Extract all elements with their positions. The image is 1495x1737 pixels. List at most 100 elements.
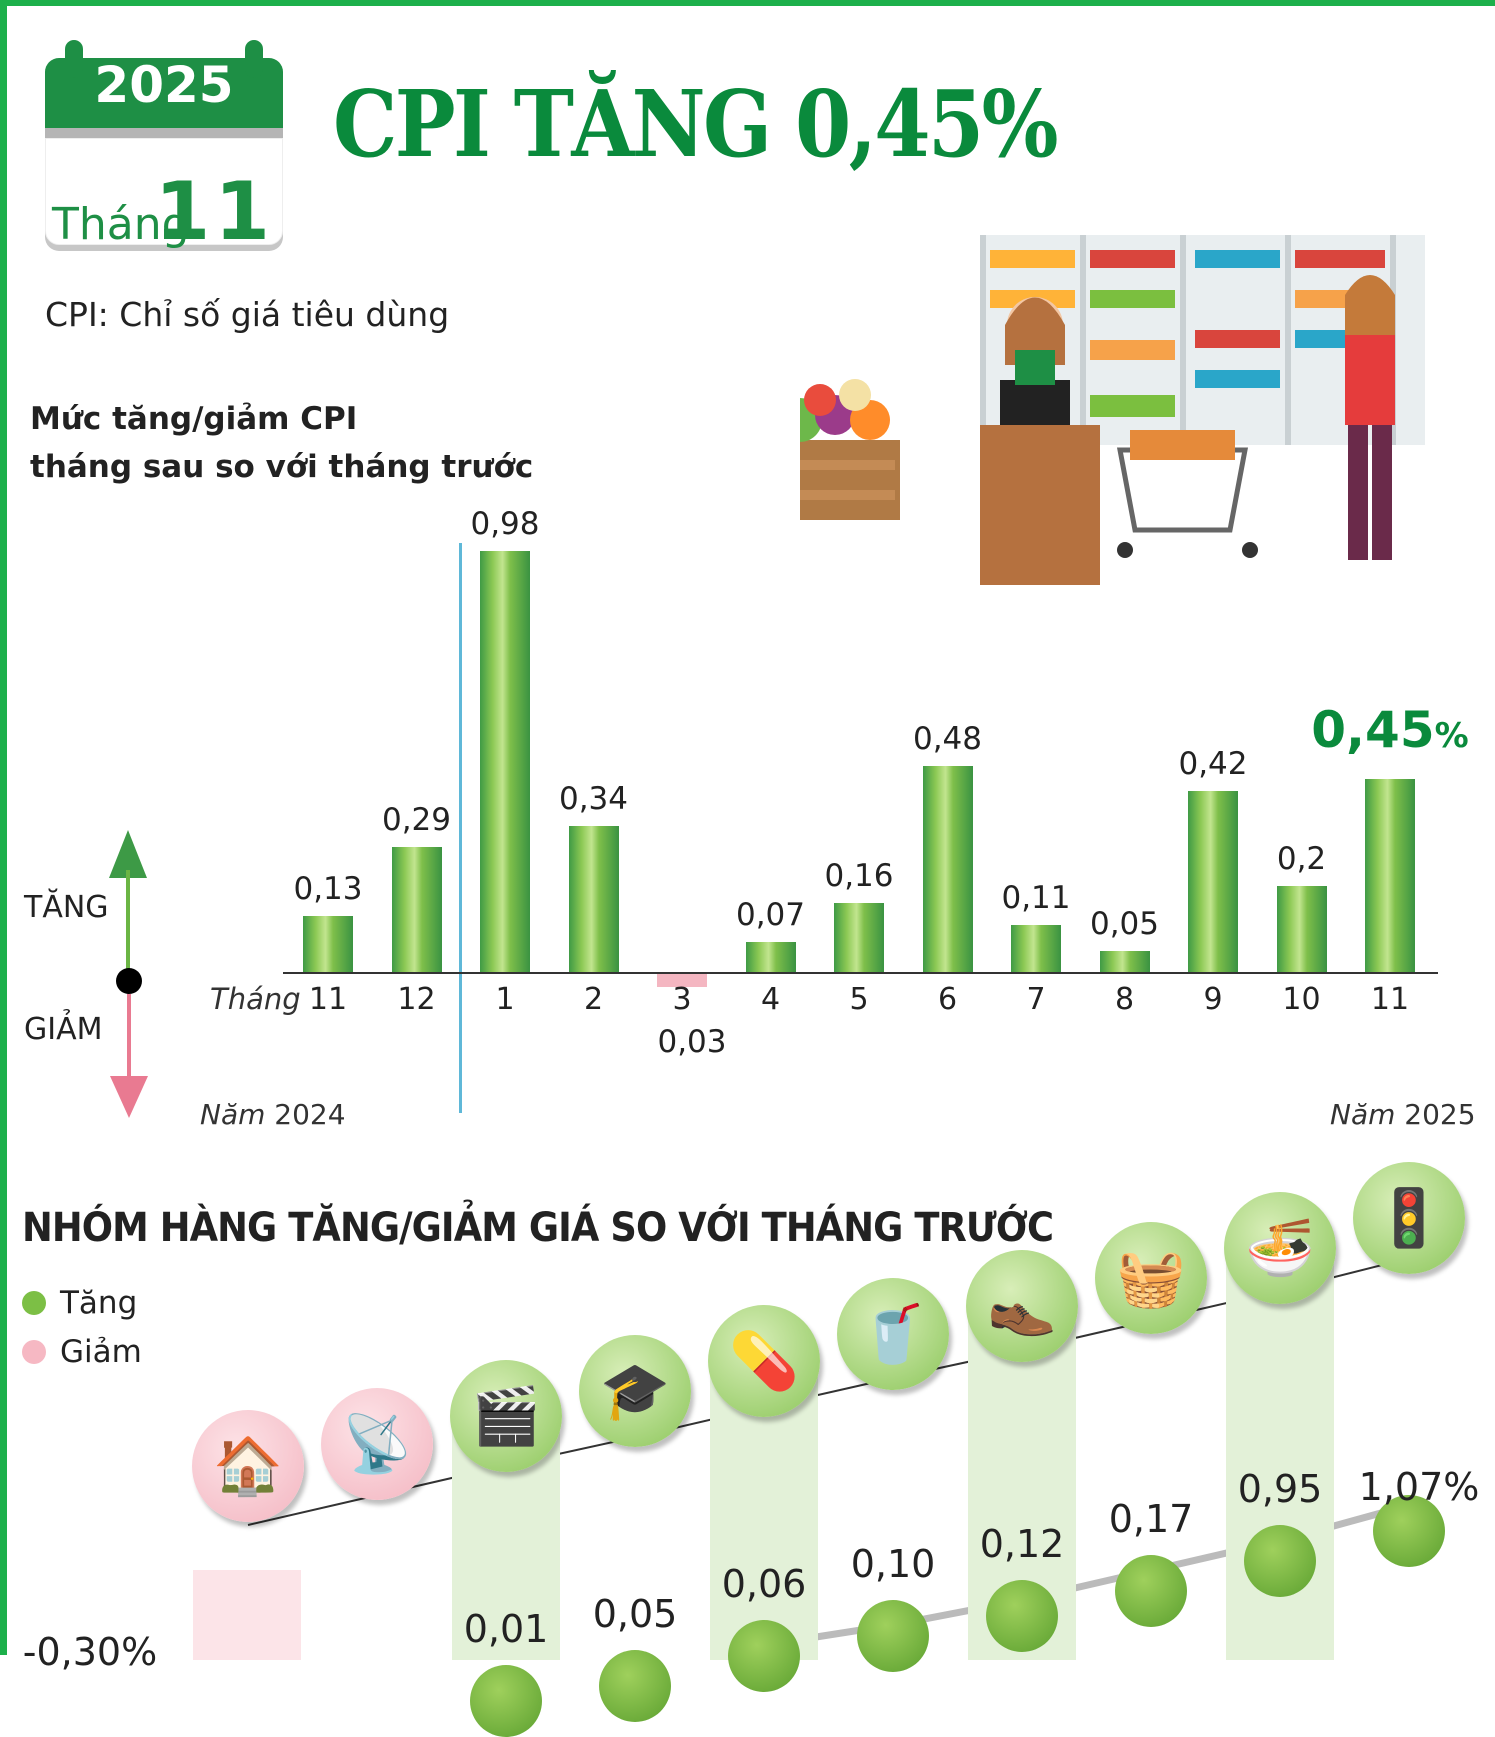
bar-11-2025 — [1365, 778, 1415, 972]
bar-value-label: 0,42 — [1178, 746, 1248, 783]
value-dot-icon — [1115, 1555, 1187, 1627]
bar-value-label: 0,2 — [1276, 841, 1327, 877]
bar-8-2025 — [1099, 950, 1150, 972]
calendar-strip — [45, 128, 283, 138]
bar-value-label: 0,48 — [912, 720, 983, 757]
house-electricity-water-icon: 🏠 — [192, 1410, 304, 1522]
drink-cigarette-icon: 🥤 — [837, 1278, 949, 1390]
year-value: 2024 — [274, 1098, 346, 1131]
food-bowl-icon: 🍜 — [1224, 1192, 1336, 1304]
value-dot-icon — [599, 1650, 671, 1722]
graduation-cap-icon: 🎓 — [579, 1335, 691, 1447]
month-tick-label: 10 — [1282, 982, 1321, 1017]
calendar-month-label: Tháng — [52, 199, 190, 250]
group-value-label: -0,30% — [22, 1630, 158, 1674]
increase-label: TĂNG — [24, 890, 109, 925]
calendar-badge: 2025 Tháng 11 — [45, 40, 283, 258]
legend-increase: Tăng — [22, 1285, 137, 1321]
bar-value-label: 0,03 — [657, 1024, 727, 1060]
clothing-shoes-icon: 👞 — [966, 1250, 1078, 1362]
month-axis-label: Tháng — [210, 982, 301, 1016]
groups-section-title: NHÓM HÀNG TĂNG/GIẢM GIÁ SO VỚI THÁNG TRƯ… — [22, 1205, 1054, 1251]
bar-10-2025 — [1276, 886, 1327, 972]
value-dot-icon — [857, 1600, 929, 1672]
bar-3-2025 — [657, 974, 707, 987]
year-2025-label: Năm 2025 — [1330, 1098, 1476, 1131]
calendar-month-number: 11 — [154, 165, 274, 258]
bar-6-2025 — [922, 765, 973, 972]
chart-title-line2: tháng sau so với tháng trước — [30, 449, 534, 485]
highlight-value: 0,45% — [1311, 700, 1469, 759]
bar-11-2024 — [303, 916, 353, 972]
month-tick-label: 1 — [495, 982, 515, 1017]
bar-5-2025 — [834, 903, 884, 972]
bar-1-2025 — [480, 550, 530, 972]
group-value-label: 0,95 — [1237, 1467, 1323, 1511]
zero-point-icon — [116, 968, 142, 994]
month-tick-label: 2 — [583, 982, 604, 1017]
page-frame — [0, 0, 1495, 1655]
group-value-label: 0,01 — [463, 1607, 549, 1651]
page-title: CPI TĂNG 0,45% — [333, 70, 1059, 178]
month-tick-label: 8 — [1114, 982, 1135, 1017]
value-dot-icon — [728, 1620, 800, 1692]
value-dot-icon — [986, 1580, 1058, 1652]
month-tick-label: 11 — [1370, 982, 1410, 1017]
arrow-up-line — [126, 870, 130, 980]
group-value-label: 0,10 — [850, 1542, 936, 1586]
bar-value-label: 0,05 — [1089, 905, 1160, 942]
calendar-ring-icon — [245, 40, 263, 78]
bar-value-label: 0,98 — [470, 505, 540, 542]
bar-2-2025 — [568, 825, 619, 972]
year-divider — [459, 543, 462, 1113]
group-value-label: 0,05 — [592, 1592, 678, 1636]
bar-value-label: 0,07 — [735, 896, 806, 933]
month-tick-label: 9 — [1203, 982, 1223, 1017]
year-value: 2025 — [1404, 1098, 1476, 1131]
month-tick-label: 12 — [397, 982, 436, 1017]
arrow-down-icon — [110, 1076, 148, 1118]
washing-machine-icon: 🧺 — [1095, 1222, 1207, 1334]
traffic-light-icon: 🚦 — [1353, 1162, 1465, 1274]
decrease-label: GIẢM — [24, 1012, 103, 1047]
group-column — [1226, 1252, 1334, 1660]
x-axis — [283, 972, 1438, 974]
month-tick-label: 11 — [308, 982, 348, 1017]
value-dot-icon — [470, 1665, 542, 1737]
legend-dot-pink-icon — [22, 1340, 46, 1364]
month-tick-label: 6 — [937, 982, 958, 1017]
supermarket-illustration-icon — [800, 235, 1425, 585]
group-value-label: 1,07% — [1358, 1465, 1480, 1509]
bar-value-label: 0,34 — [558, 780, 629, 817]
bar-value-label: 0,11 — [1001, 879, 1071, 916]
value-dot-icon — [1244, 1525, 1316, 1597]
telecom-tower-icon: 📡 — [321, 1388, 433, 1500]
arrow-down-line — [127, 994, 131, 1084]
bar-value-label: 0,16 — [824, 858, 894, 895]
year-prefix: Năm — [200, 1098, 266, 1131]
bar-12-2024 — [391, 847, 442, 972]
bar-9-2025 — [1188, 791, 1238, 972]
year-prefix: Năm — [1330, 1098, 1396, 1131]
group-value-label: 0,12 — [979, 1522, 1065, 1566]
legend-dot-green-icon — [22, 1291, 46, 1315]
group-value-label: 0,17 — [1108, 1497, 1194, 1541]
legend-decrease: Giảm — [22, 1334, 142, 1370]
cinema-clapper-icon: 🎬 — [450, 1360, 562, 1472]
chart-title: Mức tăng/giảm CPI tháng sau so với tháng… — [30, 395, 533, 491]
month-tick-label: 5 — [849, 982, 869, 1017]
bar-4-2025 — [745, 941, 796, 972]
value-dot-icon — [1373, 1495, 1445, 1567]
month-tick-label: 3 — [672, 982, 692, 1017]
month-tick-label: 7 — [1026, 982, 1046, 1017]
calendar-year: 2025 — [94, 56, 234, 114]
legend-label: Tăng — [60, 1285, 138, 1321]
calendar-header — [45, 58, 283, 128]
month-tick-label: 4 — [760, 982, 781, 1017]
calendar-ring-icon — [65, 40, 83, 78]
legend-label: Giảm — [60, 1334, 142, 1370]
bar-7-2025 — [1011, 924, 1061, 972]
bar-value-label: 0,13 — [293, 871, 363, 908]
group-column — [193, 1570, 301, 1660]
year-2024-label: Năm 2024 — [200, 1098, 346, 1131]
